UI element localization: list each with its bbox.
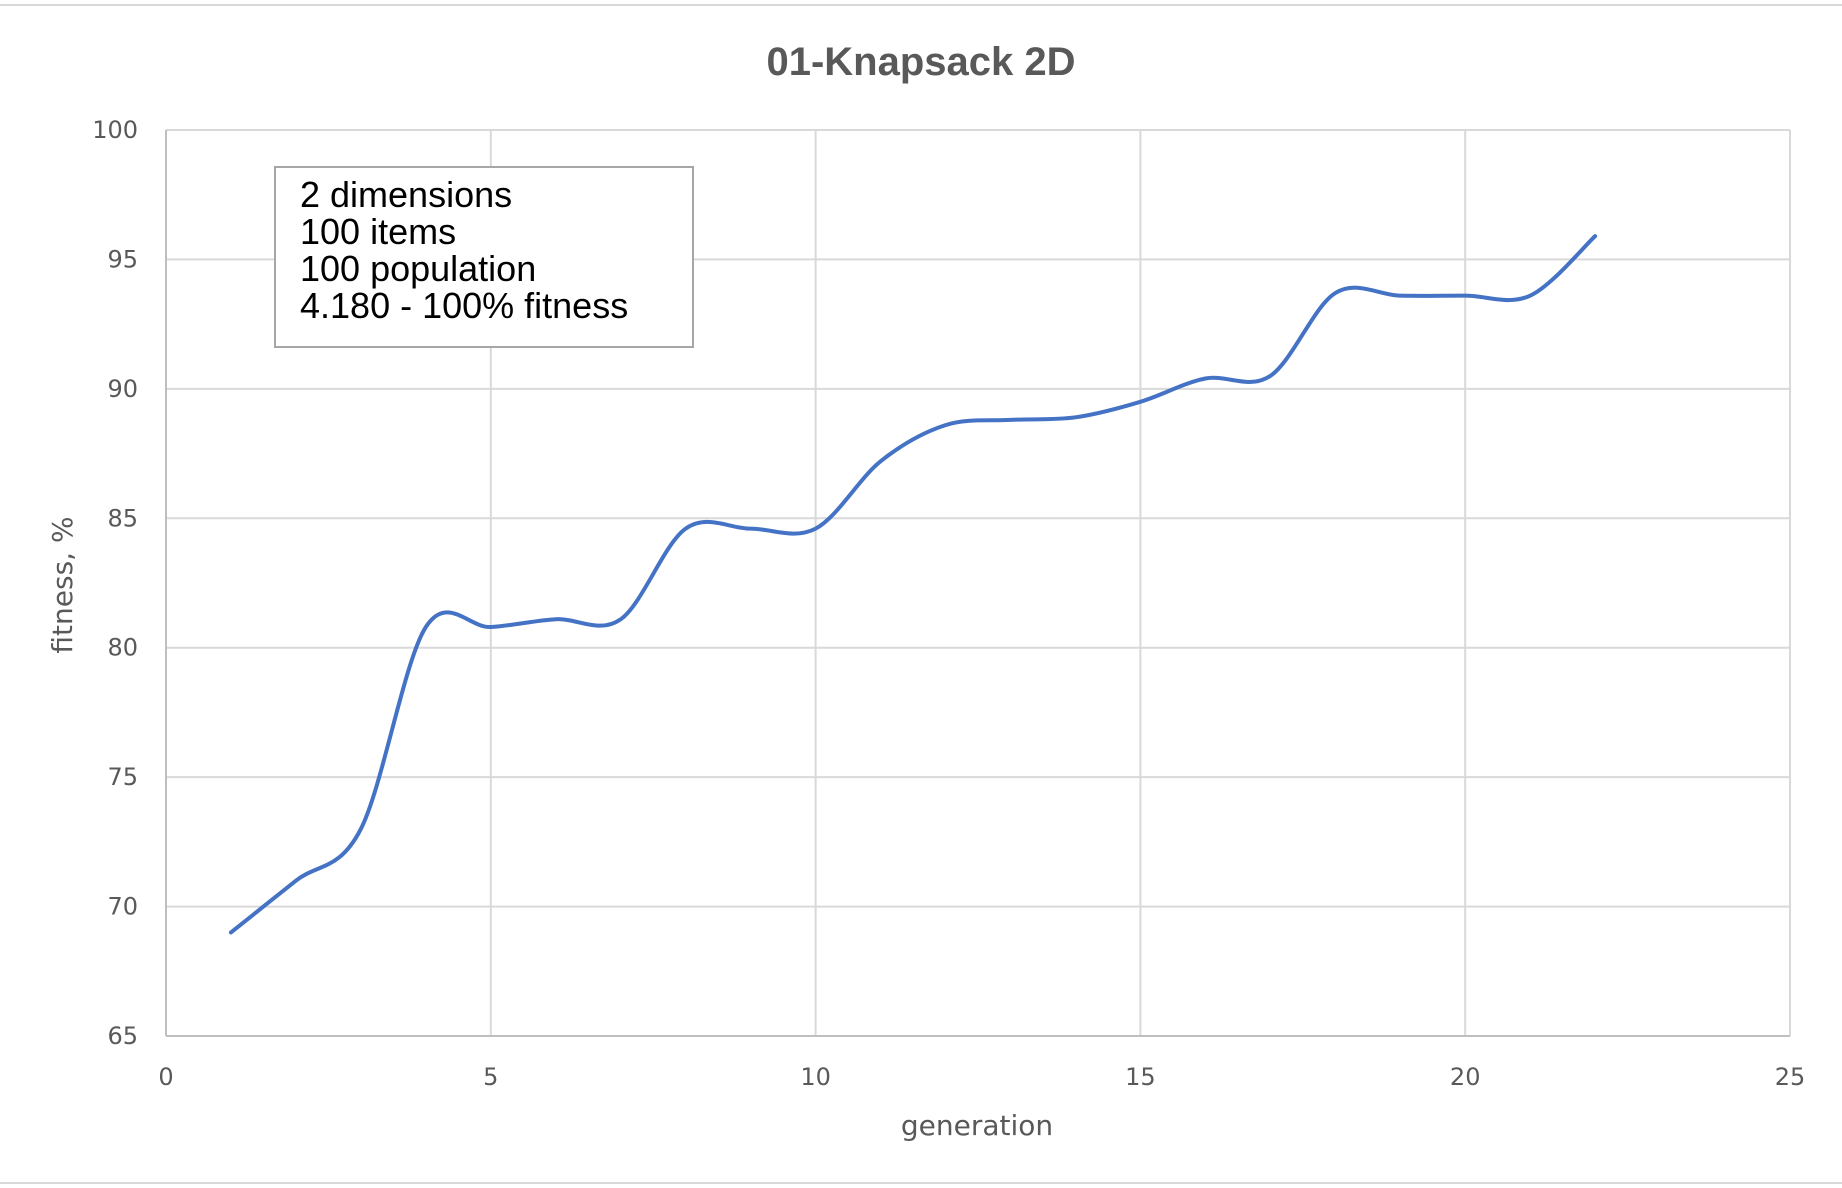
annotation-line: 4.180 - 100% fitness xyxy=(300,285,629,326)
x-tick-label: 0 xyxy=(158,1063,173,1091)
tick-labels: 65 70 75 80 85 90 95 100 0 5 10 15 20 25 xyxy=(92,116,1805,1091)
y-tick-label: 80 xyxy=(107,634,138,662)
y-tick-label: 90 xyxy=(107,375,138,403)
annotation-line: 100 items xyxy=(300,211,457,252)
annotation-line: 2 dimensions xyxy=(300,174,513,215)
x-tick-label: 10 xyxy=(800,1063,831,1091)
y-tick-label: 75 xyxy=(107,763,138,791)
gridlines xyxy=(166,129,1791,1036)
x-axis-title: generation xyxy=(901,1109,1053,1142)
chart-title: 01-Knapsack 2D xyxy=(766,40,1075,84)
x-tick-label: 15 xyxy=(1125,1063,1156,1091)
y-axis-title: fitness, % xyxy=(46,516,79,653)
fitness-series-line xyxy=(228,234,1598,935)
x-tick-label: 20 xyxy=(1450,1063,1481,1091)
axes xyxy=(165,130,1790,1037)
spreadsheet-bottom-border xyxy=(0,1182,1842,1184)
y-tick-label: 100 xyxy=(92,116,138,144)
spreadsheet-top-border xyxy=(0,4,1842,6)
y-tick-label: 70 xyxy=(107,893,138,921)
x-tick-label: 25 xyxy=(1775,1063,1806,1091)
y-tick-label: 65 xyxy=(107,1022,138,1050)
annotation-line: 100 population xyxy=(300,248,537,289)
y-tick-label: 95 xyxy=(107,245,138,273)
x-tick-label: 5 xyxy=(483,1063,498,1091)
annotation-box: 2 dimensions 100 items 100 population 4.… xyxy=(274,166,694,348)
y-tick-label: 85 xyxy=(107,504,138,532)
series-layer xyxy=(228,234,1598,935)
